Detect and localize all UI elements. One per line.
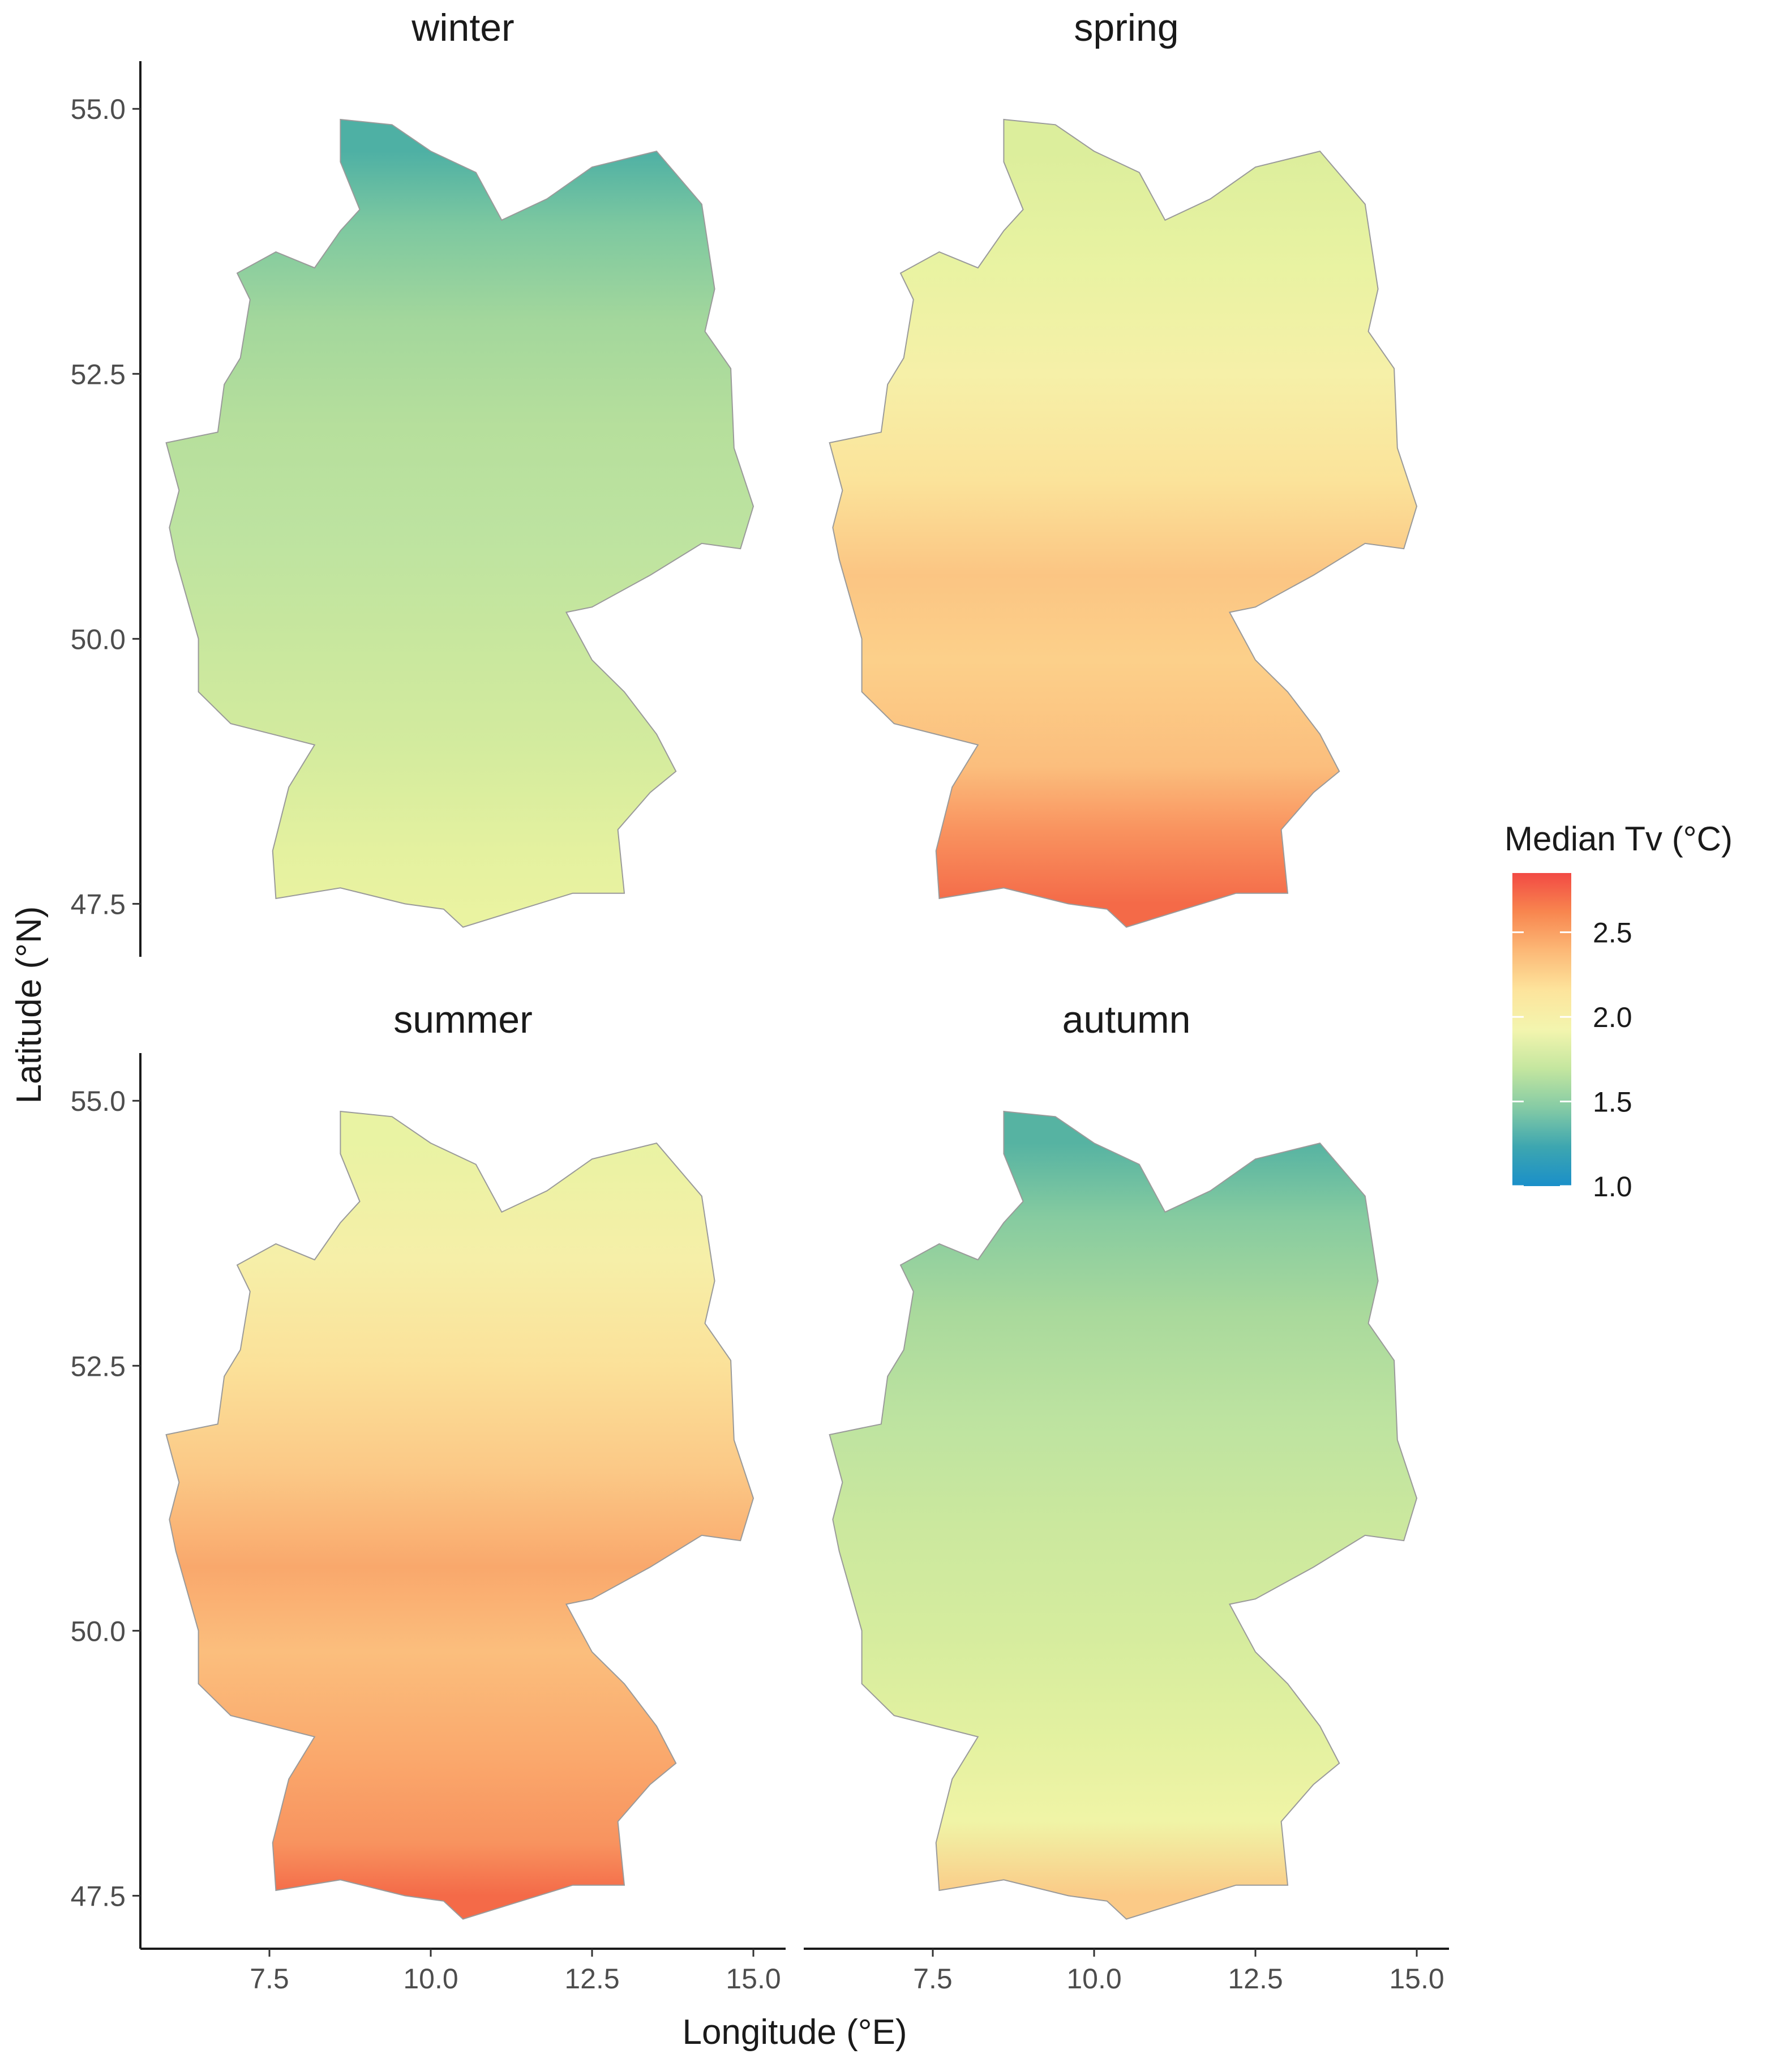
legend-tick-label: 1.0 (1593, 1171, 1632, 1203)
facet-title: summer (393, 998, 533, 1041)
x-axis-title: Longitude (°E) (682, 2013, 907, 2052)
facet-title: autumn (1062, 998, 1191, 1041)
x-tick-label: 7.5 (250, 1963, 289, 1995)
x-tick-label: 12.5 (564, 1963, 619, 1995)
axes: 47.5 50.0 52.5 55.0 47.5 50.0 52.5 55.0 7.5 10.0 1… (10, 61, 1449, 2052)
map-summer (165, 1110, 754, 1920)
facet-title: spring (1074, 6, 1178, 49)
y-tick-label: 47.5 (71, 888, 126, 920)
y-tick-label: 50.0 (71, 1615, 126, 1647)
facet-title: winter (411, 6, 514, 49)
panel-winter: winter (165, 6, 754, 928)
y-tick-label: 50.0 (71, 623, 126, 655)
color-legend: Median Tv (°C) 1.0 1.5 2.0 2.5 (1504, 820, 1733, 1203)
facet-panels: winter spring summer autumn (165, 6, 1418, 1920)
x-tick-label: 7.5 (913, 1963, 953, 1995)
y-tick-label: 52.5 (71, 1350, 126, 1382)
panel-autumn: autumn (829, 998, 1418, 1920)
y-tick-label: 55.0 (71, 93, 126, 125)
legend-title: Median Tv (°C) (1504, 820, 1733, 858)
y-tick-label: 52.5 (71, 358, 126, 390)
map-autumn (829, 1110, 1418, 1920)
legend-colorbar (1512, 873, 1571, 1186)
x-tick-label: 15.0 (726, 1963, 781, 1995)
x-tick-label: 15.0 (1389, 1963, 1444, 1995)
panel-spring: spring (829, 6, 1418, 928)
x-tick-label: 12.5 (1228, 1963, 1283, 1995)
panel-summer: summer (165, 998, 754, 1920)
legend-tick-label: 1.5 (1593, 1086, 1632, 1118)
y-axis-title: Latitude (°N) (10, 906, 49, 1104)
x-tick-label: 10.0 (403, 1963, 458, 1995)
map-winter (165, 118, 754, 928)
x-tick-label: 10.0 (1066, 1963, 1121, 1995)
y-tick-label: 55.0 (71, 1085, 126, 1117)
y-tick-label: 47.5 (71, 1880, 126, 1912)
legend-tick-label: 2.5 (1593, 917, 1632, 949)
map-spring (829, 118, 1418, 928)
legend-tick-label: 2.0 (1593, 1002, 1632, 1033)
